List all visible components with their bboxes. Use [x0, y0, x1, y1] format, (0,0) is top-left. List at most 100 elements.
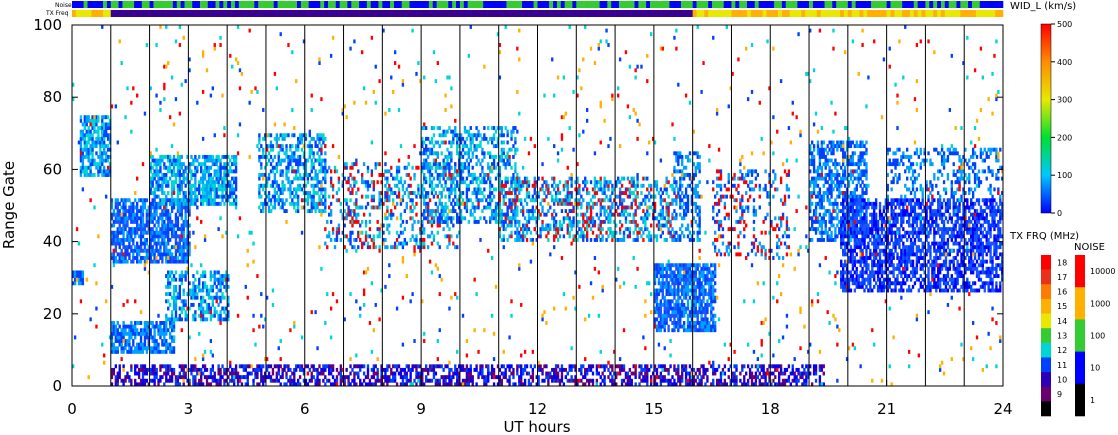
data-cell: [182, 234, 185, 239]
data-cell: [351, 219, 354, 224]
data-cell: [574, 180, 577, 185]
data-cell: [118, 331, 121, 336]
data-cell: [157, 158, 160, 163]
data-cell: [560, 198, 564, 203]
data-cell: [188, 248, 191, 253]
data-cell: [702, 310, 705, 315]
data-cell: [149, 245, 152, 250]
data-cell: [682, 176, 686, 181]
data-cell: [291, 180, 294, 185]
data-cell: [112, 212, 116, 217]
data-cell: [457, 151, 461, 156]
data-cell: [188, 252, 191, 257]
data-cell: [661, 223, 664, 228]
data-cell: [143, 230, 147, 235]
data-cell: [165, 313, 168, 318]
data-cell: [508, 205, 511, 210]
data-cell: [163, 252, 166, 257]
data-cell: [132, 339, 135, 343]
noise-bar-segment: [456, 1, 461, 8]
noise-bar-segment: [937, 1, 942, 8]
data-cell: [324, 165, 327, 170]
data-cell: [316, 144, 319, 149]
data-cell: [143, 201, 147, 206]
data-cell: [357, 230, 360, 235]
data-cell: [124, 205, 127, 210]
data-cell: [485, 205, 488, 210]
data-cell: [178, 292, 182, 297]
data-cell: [605, 209, 608, 214]
data-cell: [510, 133, 513, 138]
data-cell: [217, 270, 220, 275]
data-cell: [155, 230, 158, 235]
noise-bar-segment: [758, 1, 763, 8]
noise-bar-segment: [607, 1, 612, 8]
data-cell: [192, 288, 195, 293]
data-cell: [163, 212, 166, 217]
data-cell: [165, 198, 168, 203]
data-cell: [395, 194, 399, 199]
freq-bar-segment: [630, 10, 635, 17]
data-cell: [399, 230, 403, 235]
data-cell: [648, 191, 651, 195]
data-cell: [510, 129, 513, 134]
data-cell: [103, 165, 106, 170]
data-cell: [89, 169, 92, 174]
data-cell: [167, 191, 170, 195]
data-cell: [269, 147, 273, 152]
data-cell: [167, 198, 170, 203]
data-cell: [456, 140, 459, 145]
data-cell: [675, 180, 678, 185]
data-cell: [564, 201, 567, 206]
data-cell: [535, 180, 538, 185]
data-cell: [110, 237, 114, 242]
data-cell: [139, 328, 143, 333]
data-cell: [269, 144, 273, 149]
data-cell: [219, 288, 222, 293]
data-cell: [535, 237, 538, 242]
data-cell: [684, 266, 688, 271]
data-cell: [114, 335, 118, 340]
data-cell: [279, 144, 282, 149]
data-cell: [690, 306, 694, 311]
data-cell: [535, 219, 538, 224]
data-cell: [120, 259, 123, 264]
data-cell: [421, 169, 424, 174]
data-cell: [316, 180, 319, 185]
data-cell: [213, 281, 216, 286]
freq-bar-segment: [475, 10, 480, 17]
data-cell: [343, 162, 346, 167]
data-cell: [704, 277, 707, 282]
noise-bar-segment: [490, 1, 496, 8]
data-cell: [675, 158, 678, 163]
data-cell: [661, 212, 664, 217]
data-cell: [273, 176, 277, 181]
data-cell: [124, 237, 127, 242]
data-cell: [110, 335, 114, 340]
data-cell: [328, 205, 331, 210]
data-cell: [223, 274, 226, 278]
freq-bar-segment: [696, 10, 701, 17]
noise-bar-segment: [874, 1, 880, 8]
freq-bar-segment: [456, 10, 461, 17]
data-cell: [558, 219, 562, 224]
data-cell: [153, 259, 156, 264]
data-cell: [151, 176, 154, 181]
data-cell: [492, 158, 496, 163]
data-cell: [504, 201, 507, 206]
data-cell: [679, 313, 682, 318]
data-cell: [603, 212, 606, 217]
data-cell: [686, 299, 690, 304]
freq-bar-segment: [114, 10, 119, 17]
data-cell: [134, 321, 137, 325]
data-cell: [465, 151, 469, 156]
data-cell: [349, 234, 352, 239]
data-cell: [324, 191, 327, 195]
noise-bar-segment: [134, 1, 139, 8]
data-cell: [494, 212, 498, 217]
data-cell: [293, 133, 296, 138]
data-cell: [116, 205, 119, 210]
data-cell: [671, 216, 674, 221]
data-cell: [229, 191, 232, 195]
data-cell: [599, 180, 602, 185]
